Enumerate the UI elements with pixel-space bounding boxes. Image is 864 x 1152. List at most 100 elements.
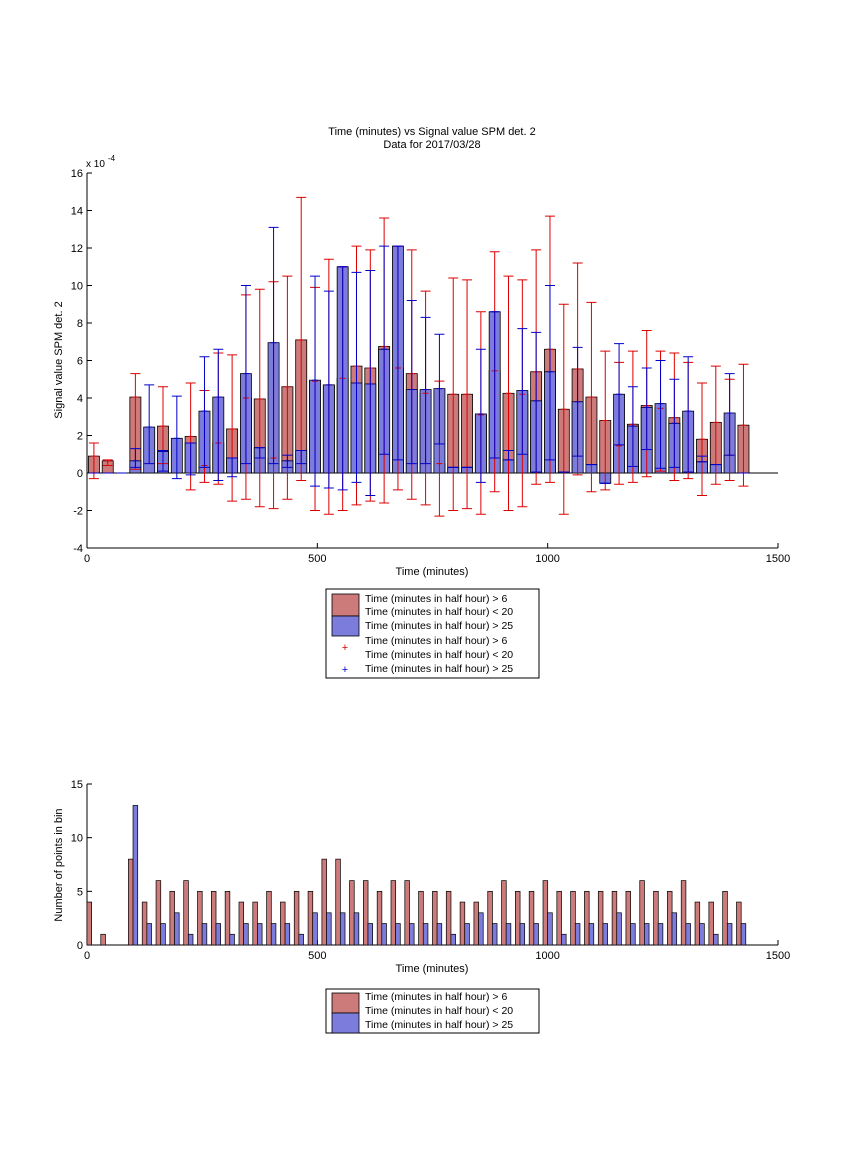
bottom-bar-blue [367,923,374,946]
top-plot-area: 0 500 1000 1500 -4 -2 0 2 4 6 8 10 12 14 16 [71,168,790,565]
bottom-bar-red [487,890,493,946]
y-multiplier-label: x 10 [86,159,105,170]
bottom-bar-blue [561,933,567,946]
bottom-bar-blue [713,933,719,946]
bottom-bar-red [597,890,604,946]
y-multiplier-exponent: -4 [108,154,116,163]
bottom-bar-blue [326,912,332,946]
top-y-tick-label: 2 [77,431,83,443]
bottom-bar-red [155,880,162,946]
bottom-bar-blue [436,923,443,946]
bottom-bar-red [266,890,272,946]
bottom-legend-box [325,988,540,1034]
bottom-bar-red [432,890,438,946]
bottom-bar-red [363,880,369,946]
bottom-bar-red [404,880,410,946]
bottom-bar-blue [243,923,249,946]
bottom-bar-blue [519,923,526,946]
top-y-tick-label: 16 [71,168,83,180]
top-y-tick-label: 8 [77,318,83,330]
top-x-tick-label: 1500 [766,553,790,565]
top-chart-title: Time (minutes) vs Signal value SPM det. … [328,126,535,138]
bottom-bar-red [708,901,714,946]
top-y-tick-label: 14 [71,206,83,218]
top-legend-entry-1: Time (minutes in half hour) > 6 [365,593,507,605]
top-legend-blue-plus: + [342,664,348,676]
bottom-bar-blue [270,923,277,946]
bottom-bar-red [128,858,134,946]
bottom-x-tick-label: 1000 [535,950,559,962]
bottom-bar-red [694,901,701,946]
bottom-bar-red [459,901,466,946]
top-legend-entry-5: Time (minutes in half hour) < 20 [365,649,513,661]
bottom-bar-red [169,890,175,946]
top-y-tick-label: 6 [77,356,83,368]
top-legend-entry-3: Time (minutes in half hour) > 25 [365,620,513,632]
bottom-legend: Time (minutes in half hour) > 6 Time (mi… [325,988,540,1034]
top-x-tick-label: 1000 [535,553,559,565]
bottom-bar-red [197,890,203,946]
top-y-tick-label: 4 [77,393,83,405]
bottom-bar-red [335,858,341,946]
bottom-bar-red [238,901,245,946]
bottom-bar-blue [533,923,539,946]
bottom-bar-blue [491,923,498,946]
bottom-bar-blue [381,923,387,946]
bottom-x-tick-label: 1500 [766,950,790,962]
bottom-bar-blue [588,923,595,946]
bottom-bar-red [528,890,535,946]
bottom-bar-blue [353,912,360,946]
bottom-bar-blue [547,912,553,946]
bottom-bar-red [86,901,92,946]
bottom-bar-blue [478,912,484,946]
top-y-tick-label: 0 [77,468,83,480]
bottom-bar-red [680,880,687,946]
bottom-bar-blue [160,923,166,946]
top-x-tick-label: 500 [308,553,326,565]
bottom-chart-xlabel: Time (minutes) [396,963,469,975]
bottom-bar-red [639,880,645,946]
bottom-bar-red [293,890,300,946]
bottom-bar-blue [201,923,208,946]
bottom-bar-red [515,890,521,946]
bottom-bar-red [321,858,327,946]
bottom-y-tick-label: 5 [77,886,83,898]
bottom-bar-red [667,890,673,946]
bottom-bar-red [722,890,728,946]
bottom-bar-blue [174,912,180,946]
bottom-bar-blue [257,923,263,946]
bottom-bar-red [376,890,383,946]
bottom-bar-red [736,901,742,946]
bottom-chart-ylabel: Number of points in bin [53,808,65,921]
bottom-bar-blue [657,923,664,946]
bottom-bar-red [570,890,576,946]
top-x-tick-label: 0 [84,553,90,565]
bottom-bar-red [183,880,189,946]
bottom-bar-blue [464,923,470,946]
bottom-bar-blue [685,923,691,946]
top-y-tick-label: -2 [73,506,83,518]
top-legend-red-swatch [331,593,360,617]
top-chart: Time (minutes) vs Signal value SPM det. … [53,126,536,578]
top-legend: + + Time (minutes in half hour) > 6 Time… [325,588,540,679]
bottom-bar-red [653,890,659,946]
bottom-bar-red [100,933,106,946]
bottom-bar-blue [616,912,622,946]
bottom-legend-blue-swatch [331,1012,360,1034]
bottom-bar-red [473,901,479,946]
bottom-y-tick-label: 15 [71,779,83,791]
bottom-legend-entry-3: Time (minutes in half hour) > 25 [365,1019,513,1031]
bottom-y-tick-label: 0 [77,940,83,952]
bottom-chart: Time (minutes) Number of points in bin [53,808,468,975]
bottom-bar-blue [146,923,152,946]
bottom-bar-red [584,890,590,946]
bottom-bar-red [501,880,507,946]
top-y-tick-label: 10 [71,281,83,293]
bottom-legend-red-swatch [331,992,360,1014]
bottom-bar-red [349,880,355,946]
bottom-bar-blue [187,933,194,946]
bottom-bar-blue [215,923,221,946]
bottom-bar-blue [339,912,346,946]
bottom-bar-blue [602,923,608,946]
